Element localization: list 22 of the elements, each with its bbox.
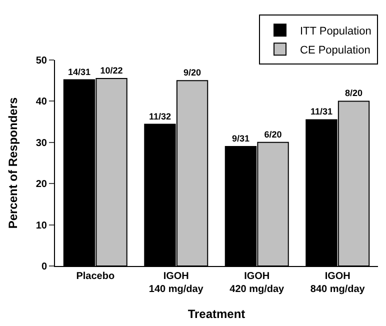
y-tick-label: 10 <box>36 220 48 232</box>
data-label: 11/31 <box>310 106 332 117</box>
legend-label: CE Population <box>300 44 370 56</box>
data-label: 11/32 <box>148 111 171 122</box>
x-tick-label: IGOH 140 mg/day <box>148 271 204 295</box>
x-axis-title: Treatment <box>188 306 246 321</box>
x-tick-label: IGOH 420 mg/day <box>230 271 285 295</box>
legend-label: ITT Population <box>300 25 372 38</box>
y-tick-label: 30 <box>36 138 48 149</box>
y-tick-label: 50 <box>36 56 48 66</box>
data-label: 9/20 <box>184 68 202 78</box>
x-tick-label: Placebo <box>76 271 115 282</box>
data-label: 6/20 <box>264 129 282 140</box>
y-axis-title: Percent of Responders <box>6 96 20 229</box>
data-label: 8/20 <box>345 88 363 98</box>
x-tick-label: IGOH 840 mg/day <box>310 271 366 295</box>
y-tick-label: 20 <box>36 179 48 190</box>
data-label: 9/31 <box>232 134 250 144</box>
data-label: 10/22 <box>100 66 123 76</box>
y-tick-label: 40 <box>36 96 48 108</box>
data-label: 14/31 <box>68 66 90 77</box>
y-tick-label: 0 <box>41 262 48 272</box>
